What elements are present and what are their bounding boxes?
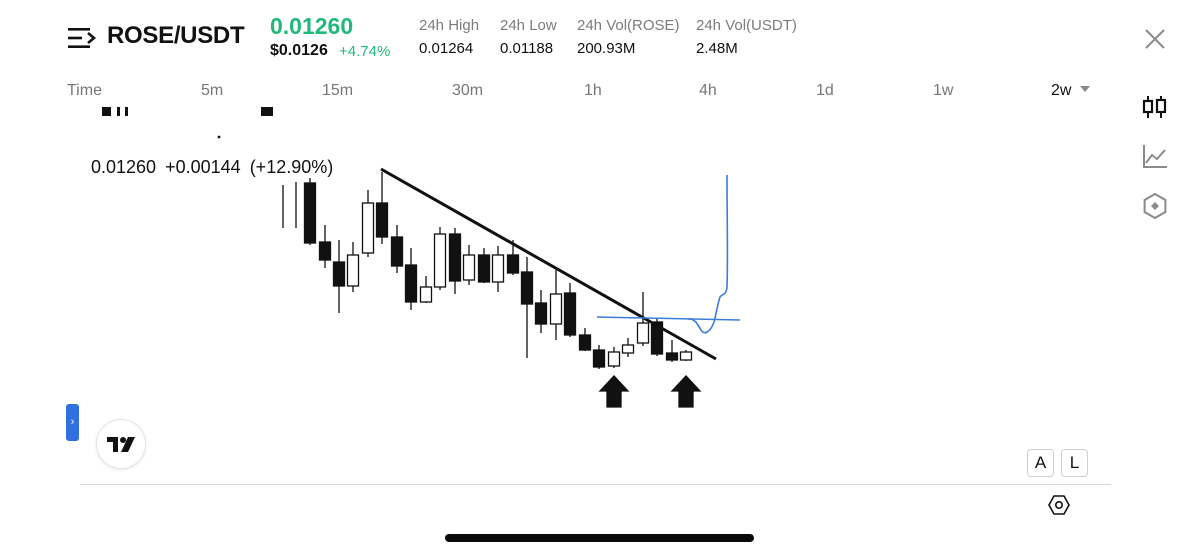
candle: [520, 257, 534, 358]
tab-5m[interactable]: 5m: [201, 82, 224, 99]
candle: [506, 240, 520, 275]
candle: [578, 328, 592, 351]
candle: [665, 340, 679, 362]
last-price: 0.01260: [270, 13, 354, 39]
tradingview-logo[interactable]: [97, 420, 145, 468]
candle: [346, 242, 360, 292]
tab-1h[interactable]: 1h: [584, 82, 602, 99]
ohlc-change-pct: (+12.90%): [249, 157, 334, 177]
ohlc-price: 0.01260: [91, 157, 157, 177]
time-label: Time: [67, 82, 102, 99]
indicator-icon[interactable]: [1141, 192, 1169, 220]
candle: [404, 248, 418, 310]
pair-name[interactable]: ROSE/USDT: [107, 22, 245, 49]
tab-1w[interactable]: 1w: [933, 82, 954, 99]
stat-label: 24h High: [419, 17, 480, 34]
candle: [462, 245, 476, 285]
candle: [375, 172, 389, 244]
horizontal-level-line[interactable]: [596, 316, 741, 321]
candle: [433, 227, 447, 290]
ohlc-change: +0.00144: [165, 157, 241, 177]
line-chart-icon[interactable]: [1141, 142, 1169, 170]
stat-value: 0.01264: [419, 40, 474, 57]
stat-value: 0.01188: [500, 40, 554, 57]
stat-value: 200.93M: [577, 40, 636, 57]
stat-24h-vol-rose: 24h Vol(ROSE) 200.93M: [577, 17, 680, 57]
candle: [303, 178, 317, 245]
divider: [80, 484, 1111, 485]
close-icon[interactable]: [1144, 28, 1166, 50]
chevron-down-icon[interactable]: [1080, 86, 1090, 92]
auto-scale-button[interactable]: A: [1027, 449, 1054, 477]
candle: [477, 248, 491, 283]
arrow-up-icon: [670, 375, 702, 408]
home-indicator[interactable]: [445, 534, 754, 542]
stat-label: 24h Low: [500, 17, 557, 34]
candle: [592, 345, 606, 369]
candle: [361, 190, 375, 257]
candle: [563, 283, 577, 337]
candle: [332, 240, 346, 313]
stat-label: 24h Vol(ROSE): [577, 17, 680, 34]
tab-4h[interactable]: 4h: [699, 82, 717, 99]
top-artifacts: [102, 107, 273, 139]
stat-label: 24h Vol(USDT): [696, 17, 797, 34]
tab-1d[interactable]: 1d: [816, 82, 834, 99]
candle: [621, 338, 635, 357]
candle: [679, 350, 693, 361]
stat-24h-vol-usdt: 24h Vol(USDT) 2.48M: [696, 17, 797, 57]
candle: [318, 225, 332, 268]
stat-24h-low: 24h Low 0.01188: [500, 17, 557, 57]
candle: [390, 225, 404, 273]
stat-24h-high: 24h High 0.01264: [419, 17, 479, 57]
ohlc-legend: 0.01260 +0.00144 (+12.90%): [91, 157, 337, 178]
change-percent: +4.74%: [339, 43, 391, 60]
log-scale-button[interactable]: L: [1061, 449, 1088, 477]
price-chart[interactable]: [0, 104, 1110, 484]
arrow-up-icon: [598, 375, 630, 408]
candle: [549, 267, 563, 340]
stat-value: 2.48M: [696, 40, 738, 57]
tab-30m[interactable]: 30m: [452, 82, 484, 99]
trend-line[interactable]: [380, 167, 717, 361]
menu-icon[interactable]: [68, 26, 98, 50]
candle: [534, 290, 548, 333]
candle: [448, 228, 462, 294]
projection-drawing[interactable]: [687, 174, 729, 334]
tab-15m[interactable]: 15m: [322, 82, 354, 99]
usd-price: $0.0126: [270, 42, 328, 59]
tab-2w[interactable]: 2w: [1051, 82, 1072, 99]
candle: [491, 246, 505, 292]
candle: [607, 347, 621, 368]
settings-icon[interactable]: [1047, 493, 1071, 517]
timeframe-bar: Time 5m 15m 30m 1h 4h 1d 1w 2w: [0, 80, 1110, 104]
candle: [419, 276, 433, 303]
candlestick-icon[interactable]: [1141, 93, 1169, 121]
expand-toolbar-tab[interactable]: ›: [66, 404, 79, 441]
